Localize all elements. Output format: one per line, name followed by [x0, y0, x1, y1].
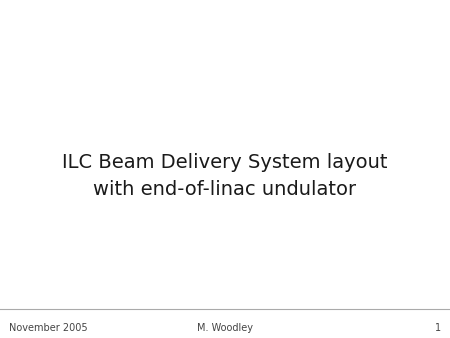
Text: 1: 1	[435, 323, 441, 333]
Text: ILC Beam Delivery System layout
with end-of-linac undulator: ILC Beam Delivery System layout with end…	[62, 153, 388, 198]
Text: November 2005: November 2005	[9, 323, 88, 333]
Text: M. Woodley: M. Woodley	[197, 323, 253, 333]
